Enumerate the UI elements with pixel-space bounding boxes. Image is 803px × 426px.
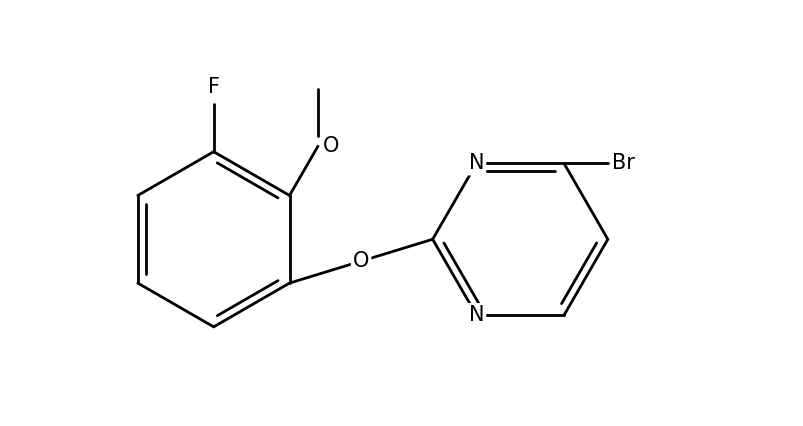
Text: N: N [468, 153, 483, 173]
Text: O: O [322, 136, 338, 156]
Text: F: F [207, 77, 219, 97]
Text: O: O [353, 251, 369, 271]
Text: N: N [468, 305, 483, 325]
Text: Br: Br [611, 153, 634, 173]
